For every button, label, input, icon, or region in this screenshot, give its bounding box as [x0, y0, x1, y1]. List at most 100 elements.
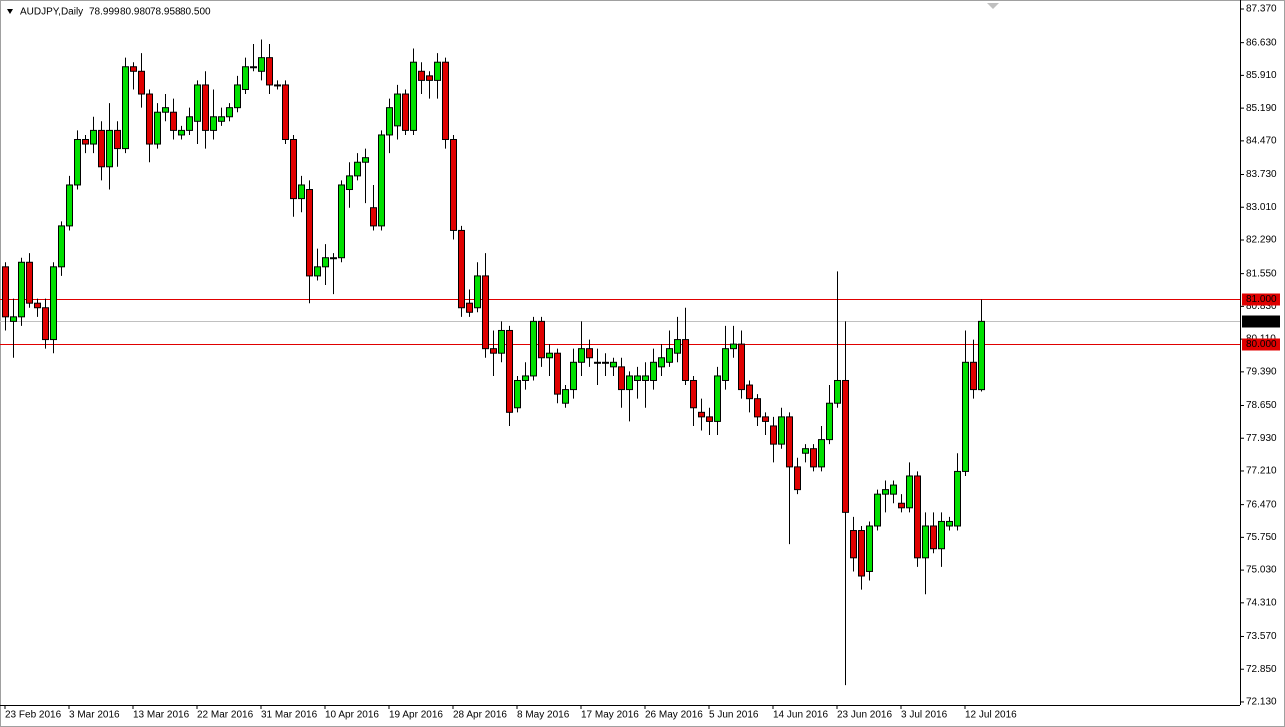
- candle-body: [530, 320, 537, 377]
- candle-body: [226, 107, 233, 118]
- candle-body: [522, 375, 529, 381]
- candle-body: [386, 107, 393, 136]
- header-high: 80.980: [120, 7, 151, 18]
- x-tick-label: 26 May 2016: [645, 710, 703, 721]
- candle-body: [378, 134, 385, 227]
- candle-body: [906, 475, 913, 509]
- candle-body: [962, 361, 969, 472]
- candle-body: [506, 329, 513, 413]
- candle-body: [130, 66, 137, 72]
- y-tick-label: 78.650: [1246, 400, 1277, 411]
- candle-body: [298, 184, 305, 200]
- candle-body: [562, 389, 569, 404]
- level-line-label: 81.000: [1246, 294, 1277, 305]
- candle-body: [498, 329, 505, 354]
- candle-body: [690, 379, 697, 409]
- candle-body: [938, 520, 945, 550]
- candle-body: [122, 66, 129, 150]
- x-tick-label: 10 Apr 2016: [325, 710, 379, 721]
- price-line-label: 80.500: [1246, 316, 1277, 327]
- candle-body: [338, 184, 345, 259]
- header-low: 78.958: [150, 7, 181, 18]
- candle-body: [26, 261, 33, 304]
- candle-body: [538, 320, 545, 359]
- candle-body: [602, 361, 609, 364]
- candle-body: [866, 525, 873, 572]
- candle-body: [634, 375, 641, 381]
- candle-body: [354, 161, 361, 177]
- candle-body: [642, 375, 649, 381]
- candle-body: [626, 375, 633, 391]
- candle-body: [154, 111, 161, 145]
- candle-body: [482, 275, 489, 350]
- y-tick-label: 77.210: [1246, 466, 1277, 477]
- candle-body: [282, 84, 289, 140]
- header-open: 78.999: [89, 7, 120, 18]
- candle-body: [90, 129, 97, 145]
- y-tick-label: 75.030: [1246, 565, 1277, 576]
- candle-body: [618, 366, 625, 391]
- candle-body: [58, 225, 65, 268]
- y-tick-label: 82.290: [1246, 235, 1277, 246]
- y-tick-label: 87.370: [1246, 4, 1277, 15]
- candle-body: [666, 348, 673, 363]
- x-tick-label: 12 Jul 2016: [965, 710, 1017, 721]
- candle-body: [162, 107, 169, 113]
- candle-body: [490, 348, 497, 354]
- candle-body: [578, 348, 585, 363]
- y-tick-label: 72.130: [1246, 697, 1277, 708]
- candle-body: [194, 84, 201, 122]
- candle-body: [882, 489, 889, 495]
- candle-body: [170, 111, 177, 131]
- y-tick-label: 77.930: [1246, 433, 1277, 444]
- candle-body: [474, 275, 481, 309]
- candle-body: [274, 84, 281, 87]
- y-tick-label: 80.830: [1246, 301, 1277, 312]
- candle-body: [930, 525, 937, 550]
- candle-body: [802, 448, 809, 454]
- candle-body: [82, 138, 89, 145]
- candle-body: [466, 302, 473, 313]
- candle-body: [290, 138, 297, 200]
- candle-body: [826, 402, 833, 441]
- y-tick-label: 75.750: [1246, 532, 1277, 543]
- candle-body: [778, 416, 785, 445]
- candle-body: [10, 316, 17, 322]
- candle-body: [874, 493, 881, 527]
- x-tick-label: 13 Mar 2016: [133, 710, 190, 721]
- x-tick-label: 23 Jun 2016: [837, 710, 892, 721]
- header-close: 80.500: [180, 7, 211, 18]
- candle-body: [210, 116, 217, 131]
- candle-body: [762, 416, 769, 422]
- candle-body: [370, 207, 377, 227]
- candle-body: [594, 361, 601, 364]
- menu-marker: [7, 9, 13, 14]
- x-tick-label: 19 Apr 2016: [389, 710, 443, 721]
- candle-body: [434, 61, 441, 81]
- candle-body: [586, 348, 593, 359]
- candle-body: [842, 379, 849, 513]
- level-line-label-bg: [1242, 338, 1280, 351]
- candle-body: [426, 75, 433, 81]
- candle-body: [314, 266, 321, 277]
- candle-body: [898, 502, 905, 509]
- candle-body: [546, 352, 553, 359]
- candle-body: [554, 352, 561, 395]
- y-tick-label: 84.470: [1246, 136, 1277, 147]
- candle-body: [218, 116, 225, 122]
- x-tick-label: 3 Mar 2016: [69, 710, 120, 721]
- candle-body: [330, 257, 337, 260]
- y-tick-label: 83.730: [1246, 169, 1277, 180]
- candle-body: [138, 70, 145, 95]
- candle-body: [66, 184, 73, 227]
- candle-body: [722, 348, 729, 381]
- candle-body: [794, 466, 801, 491]
- candle-body: [914, 475, 921, 559]
- candle-body: [234, 84, 241, 109]
- candle-body: [730, 343, 737, 350]
- level-line-label: 80.000: [1246, 339, 1277, 350]
- candle-body: [970, 361, 977, 391]
- candle-body: [890, 484, 897, 495]
